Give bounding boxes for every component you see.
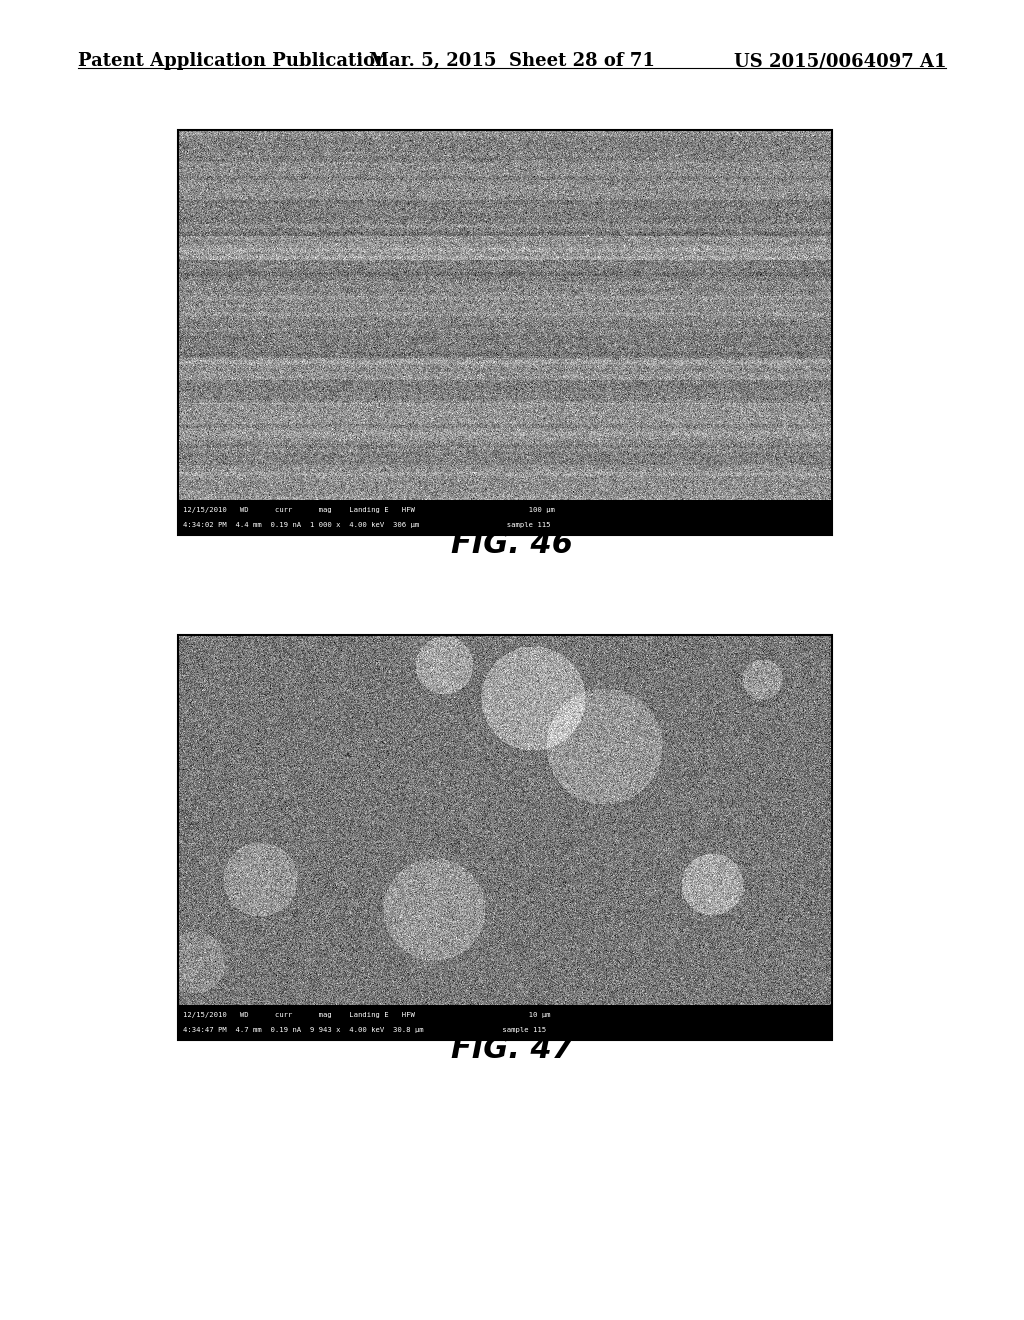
Text: 12/15/2010   WD      curr      mag    Landing E   HFW                          1: 12/15/2010 WD curr mag Landing E HFW 1 bbox=[183, 507, 555, 512]
Bar bbox=[178, 1005, 831, 1040]
Text: 4:34:02 PM  4.4 mm  0.19 nA  1 000 x  4.00 keV  306 μm                    sample: 4:34:02 PM 4.4 mm 0.19 nA 1 000 x 4.00 k… bbox=[183, 523, 551, 528]
Bar bbox=[178, 500, 831, 535]
Text: 12/15/2010   WD      curr      mag    Landing E   HFW                          1: 12/15/2010 WD curr mag Landing E HFW 1 bbox=[183, 1012, 551, 1018]
Text: FIG. 47: FIG. 47 bbox=[451, 1035, 573, 1064]
Bar bbox=[178, 635, 831, 1040]
Text: FIG. 46: FIG. 46 bbox=[451, 531, 573, 558]
Text: Mar. 5, 2015  Sheet 28 of 71: Mar. 5, 2015 Sheet 28 of 71 bbox=[369, 51, 655, 70]
Text: Patent Application Publication: Patent Application Publication bbox=[78, 51, 388, 70]
Bar bbox=[178, 129, 831, 535]
Text: 4:34:47 PM  4.7 mm  0.19 nA  9 943 x  4.00 keV  30.8 μm                  sample : 4:34:47 PM 4.7 mm 0.19 nA 9 943 x 4.00 k… bbox=[183, 1027, 546, 1034]
Text: US 2015/0064097 A1: US 2015/0064097 A1 bbox=[733, 51, 946, 70]
